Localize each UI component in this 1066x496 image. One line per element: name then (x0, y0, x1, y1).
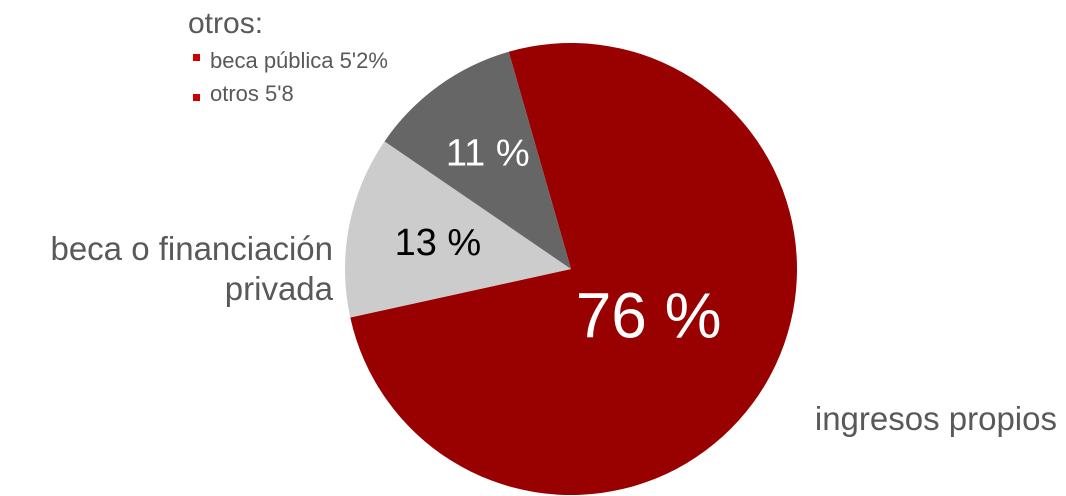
otros-note-item-beca-publica: beca pública 5'2% (210, 48, 388, 73)
pie-slice-beca (344, 141, 571, 318)
pie-slices (344, 43, 797, 496)
label-ingresos-propios: ingresos propios (815, 400, 1057, 437)
pie-slice-otros (384, 51, 571, 270)
slice-value-label: 76 % (576, 279, 722, 351)
pie-slice-ingresos (350, 43, 797, 496)
otros-note: otros: beca pública 5'2% otros 5'8 (188, 7, 388, 106)
label-beca-privada-line1: beca o financiación (50, 230, 333, 267)
otros-note-title: otros: (188, 7, 263, 40)
otros-note-bullet (193, 94, 200, 101)
otros-note-item-otros: otros 5'8 (210, 81, 294, 106)
label-beca-privada-line2: privada (225, 270, 334, 307)
slice-value-label: 11 % (446, 133, 530, 175)
slice-value-labels: 76 % 13 % 11 % (395, 133, 722, 352)
otros-note-bullet (193, 54, 200, 61)
slice-value-label: 13 % (395, 222, 482, 264)
